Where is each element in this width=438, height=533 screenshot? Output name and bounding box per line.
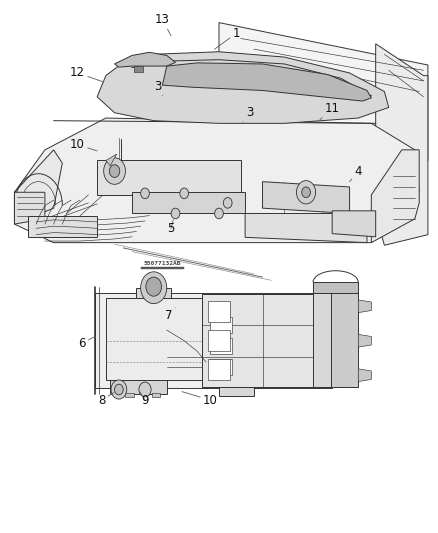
Polygon shape bbox=[208, 359, 230, 381]
Polygon shape bbox=[97, 160, 241, 195]
Text: 3: 3 bbox=[243, 106, 253, 122]
Polygon shape bbox=[125, 393, 134, 397]
Polygon shape bbox=[313, 282, 358, 293]
Polygon shape bbox=[210, 359, 232, 375]
Polygon shape bbox=[313, 293, 345, 387]
Polygon shape bbox=[332, 211, 376, 237]
Polygon shape bbox=[106, 298, 201, 381]
Polygon shape bbox=[132, 192, 245, 214]
Polygon shape bbox=[95, 293, 332, 389]
Text: 12: 12 bbox=[70, 67, 104, 82]
Polygon shape bbox=[208, 330, 230, 351]
Circle shape bbox=[302, 187, 311, 198]
Circle shape bbox=[115, 384, 123, 395]
Polygon shape bbox=[162, 63, 371, 101]
Circle shape bbox=[104, 158, 125, 184]
Circle shape bbox=[171, 208, 180, 219]
Polygon shape bbox=[219, 22, 428, 182]
Polygon shape bbox=[358, 369, 371, 382]
Polygon shape bbox=[106, 154, 117, 166]
Circle shape bbox=[139, 382, 151, 397]
Polygon shape bbox=[210, 317, 232, 333]
Polygon shape bbox=[371, 150, 419, 243]
Polygon shape bbox=[134, 66, 143, 72]
Polygon shape bbox=[97, 52, 389, 123]
Text: 10: 10 bbox=[70, 138, 97, 151]
Circle shape bbox=[297, 181, 316, 204]
Polygon shape bbox=[210, 338, 232, 354]
Circle shape bbox=[111, 380, 127, 399]
Text: 4: 4 bbox=[350, 165, 362, 182]
Circle shape bbox=[141, 272, 167, 304]
Text: 5: 5 bbox=[167, 220, 175, 235]
Polygon shape bbox=[331, 293, 358, 387]
Polygon shape bbox=[28, 216, 97, 237]
Polygon shape bbox=[115, 52, 176, 67]
Polygon shape bbox=[358, 334, 371, 347]
Polygon shape bbox=[141, 267, 184, 269]
Text: 11: 11 bbox=[319, 102, 339, 120]
Polygon shape bbox=[245, 214, 367, 243]
Polygon shape bbox=[262, 182, 350, 214]
Polygon shape bbox=[136, 288, 171, 298]
Circle shape bbox=[180, 188, 188, 199]
Circle shape bbox=[110, 165, 120, 177]
Polygon shape bbox=[219, 387, 254, 397]
Polygon shape bbox=[376, 44, 428, 245]
Text: 9: 9 bbox=[140, 392, 149, 407]
Polygon shape bbox=[110, 381, 167, 394]
Polygon shape bbox=[152, 393, 160, 397]
Text: 13: 13 bbox=[155, 13, 171, 36]
Polygon shape bbox=[14, 150, 62, 219]
Polygon shape bbox=[208, 301, 230, 322]
Circle shape bbox=[146, 277, 162, 296]
Polygon shape bbox=[358, 300, 371, 313]
Text: 55077132AB: 55077132AB bbox=[144, 261, 181, 266]
Text: 1: 1 bbox=[215, 27, 240, 49]
Text: 3: 3 bbox=[154, 80, 162, 96]
Circle shape bbox=[223, 198, 232, 208]
Text: 8: 8 bbox=[98, 393, 114, 407]
Circle shape bbox=[141, 188, 149, 199]
Text: 6: 6 bbox=[78, 336, 95, 350]
Polygon shape bbox=[14, 192, 45, 224]
Text: 10: 10 bbox=[182, 392, 218, 407]
Text: 7: 7 bbox=[165, 308, 176, 322]
Polygon shape bbox=[201, 294, 323, 387]
Polygon shape bbox=[14, 118, 419, 243]
Circle shape bbox=[215, 208, 223, 219]
